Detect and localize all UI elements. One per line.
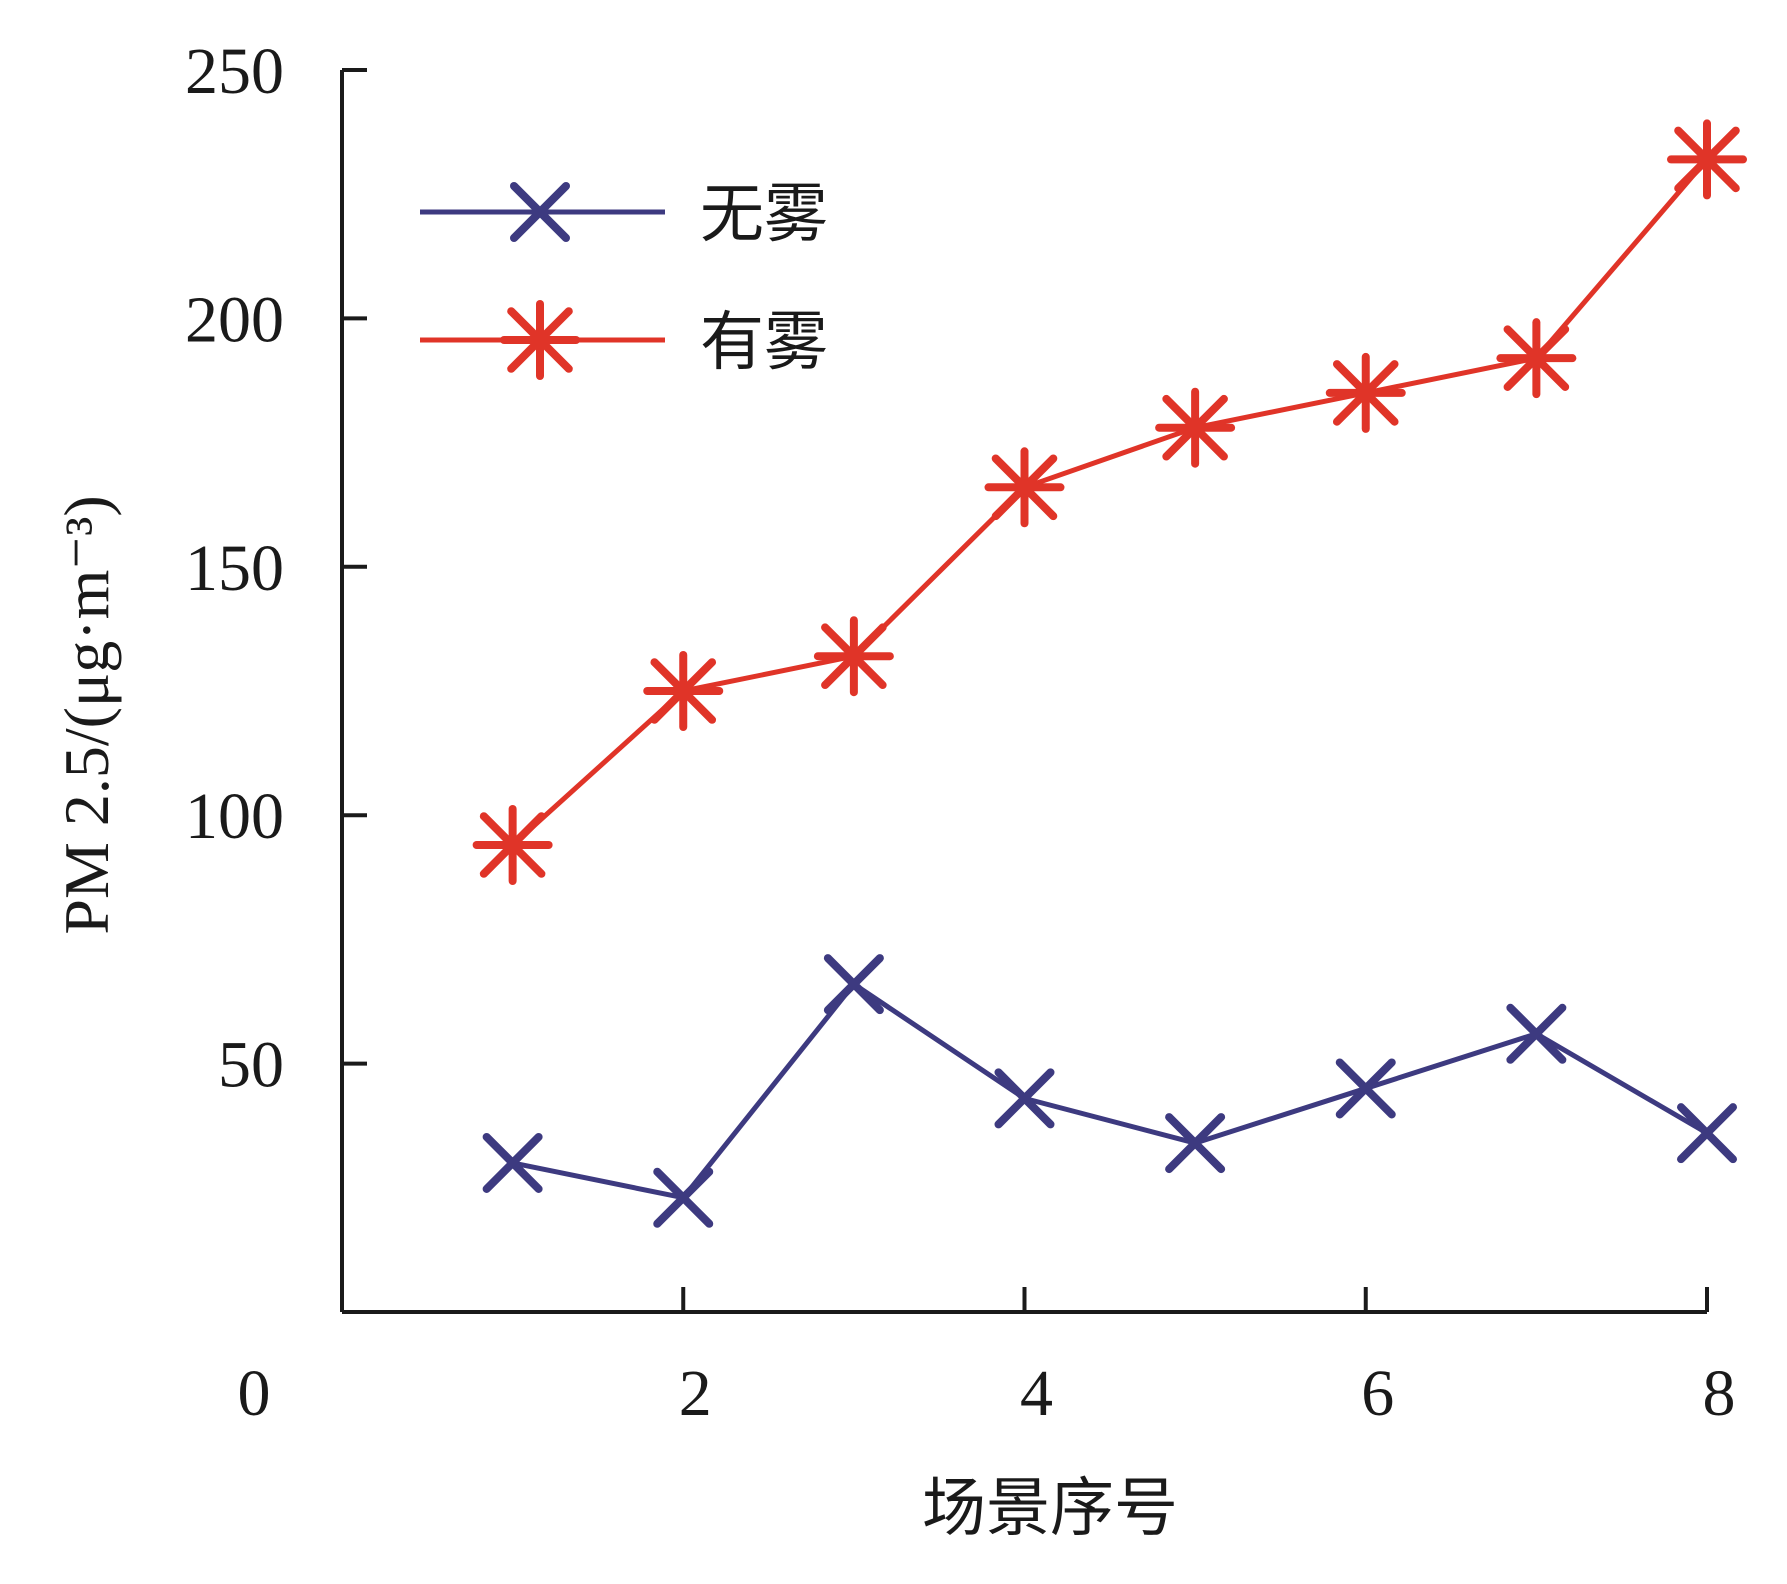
axes [340, 70, 1707, 1314]
series-line [510, 157, 1709, 847]
y-tick-label: 150 [185, 532, 284, 605]
legend-item: 无雾 [420, 178, 828, 252]
data-point-marker [1325, 352, 1406, 433]
data-point-marker [472, 805, 553, 886]
data-point-marker [1667, 119, 1747, 200]
data-point-marker [643, 651, 724, 731]
y-ticks: 50 100 150 200 250 [185, 35, 367, 1102]
x-axis-title: 场景序号 [922, 1473, 1178, 1544]
series-1 [482, 954, 1737, 1228]
x-tick-label: 6 [1361, 1357, 1394, 1430]
data-point-marker [813, 616, 894, 697]
legend-marker [510, 182, 570, 242]
series-2 [472, 119, 1747, 886]
y-tick-label: 50 [218, 1029, 284, 1102]
x-tick-label: 4 [1020, 1357, 1053, 1430]
data-point-marker [653, 1167, 714, 1228]
data-point-marker [1496, 318, 1577, 399]
y-tick-label: 250 [185, 35, 284, 108]
data-point-marker [994, 1068, 1055, 1129]
data-point-marker [1677, 1103, 1737, 1164]
x-tick-label: 2 [679, 1357, 712, 1430]
data-point-marker [823, 954, 884, 1015]
data-point-marker [1155, 387, 1236, 468]
legend-label: 无雾 [700, 178, 828, 252]
data-point-marker [1165, 1113, 1226, 1174]
series-line [512, 981, 1709, 1201]
y-tick-label: 100 [185, 780, 284, 853]
x-tick-label: 0 [238, 1357, 271, 1430]
y-tick-label: 200 [185, 283, 284, 356]
legend-label: 有雾 [700, 306, 828, 380]
x-ticks: 0 2 4 6 8 [238, 1287, 1736, 1430]
y-axis-title: PM 2.5/(μg·m⁻³) [51, 495, 122, 934]
data-point-marker [984, 447, 1065, 528]
series-layer [472, 119, 1747, 1228]
legend-marker [500, 300, 580, 380]
data-point-marker [482, 1132, 543, 1193]
legend-item: 有雾 [420, 300, 828, 380]
x-tick-label: 8 [1703, 1357, 1736, 1430]
data-point-marker [1506, 1003, 1567, 1064]
data-point-marker [1335, 1058, 1396, 1119]
